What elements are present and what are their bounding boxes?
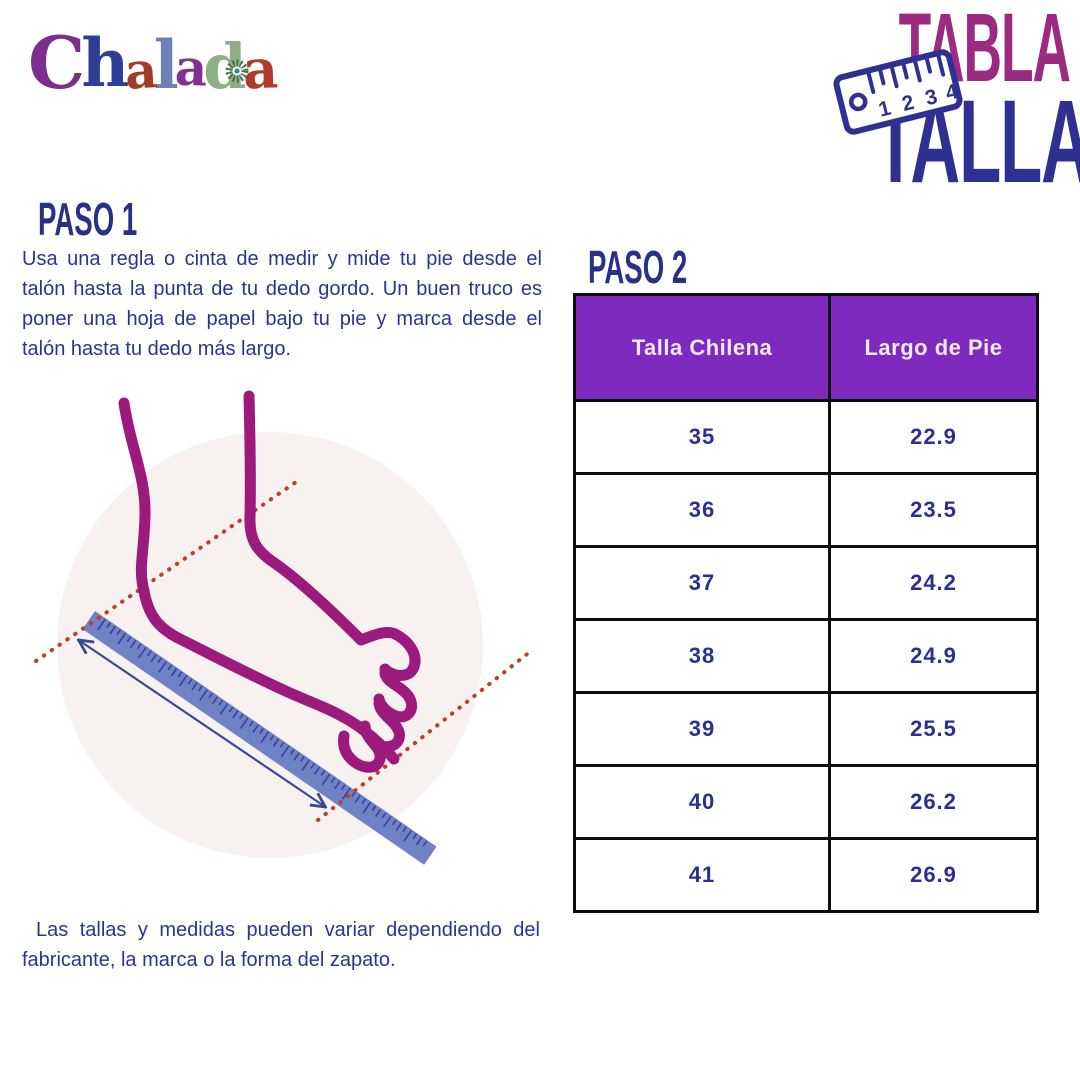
cell-largo-de-pie: 23.5 <box>828 472 1039 548</box>
cell-largo-de-pie: 24.9 <box>828 618 1039 694</box>
cell-largo-de-pie: 24.2 <box>828 545 1039 621</box>
dotted-guide-lines <box>34 480 533 822</box>
foot-outline <box>118 390 421 773</box>
badge-number: 1 <box>876 97 893 122</box>
badge-number: 3 <box>923 85 940 110</box>
cell-largo-de-pie: 22.9 <box>828 399 1039 475</box>
cell-talla-chilena: 37 <box>573 545 831 621</box>
logo-letter: l <box>153 26 179 104</box>
logo-letter: C <box>28 20 85 105</box>
cell-talla-chilena: 36 <box>573 472 831 548</box>
step2-heading: PASO 2 <box>588 241 688 293</box>
logo-letter: a <box>123 40 156 101</box>
table-row: 41 26.9 <box>573 837 1039 913</box>
step1-heading: PASO 1 <box>38 193 138 245</box>
cell-talla-chilena: 35 <box>573 399 831 475</box>
foot-measurement-illustration <box>34 390 533 865</box>
badge-number: 2 <box>900 91 917 116</box>
cell-largo-de-pie: 25.5 <box>828 691 1039 767</box>
measurement-arrow <box>80 641 324 806</box>
step1-instructions: Usa una regla o cinta de medir y mide tu… <box>22 248 542 360</box>
ruler-icon: 1 2 3 4 <box>830 46 966 138</box>
cell-largo-de-pie: 26.9 <box>828 837 1039 913</box>
column-header-talla-chilena: Talla Chilena <box>573 293 831 402</box>
table-row: 39 25.5 <box>573 691 1039 767</box>
table-row: 35 22.9 <box>573 399 1039 475</box>
logo-letter: h <box>81 24 129 102</box>
table-row: 37 24.2 <box>573 545 1039 621</box>
cell-talla-chilena: 38 <box>573 618 831 694</box>
brand-logo: Chalada <box>28 18 308 114</box>
cell-talla-chilena: 39 <box>573 691 831 767</box>
cell-talla-chilena: 41 <box>573 837 831 913</box>
cell-largo-de-pie: 26.2 <box>828 764 1039 840</box>
mandala-flower-icon <box>225 59 249 83</box>
column-header-largo-de-pie: Largo de Pie <box>828 293 1039 402</box>
table-header-row: Talla Chilena Largo de Pie <box>573 293 1039 402</box>
badge-number: 4 <box>943 80 960 105</box>
table-row: 36 23.5 <box>573 472 1039 548</box>
cell-talla-chilena: 40 <box>573 764 831 840</box>
disclaimer-text: Las tallas y medidas pueden variar depen… <box>22 919 540 971</box>
table-row: 38 24.9 <box>573 618 1039 694</box>
table-row: 40 26.2 <box>573 764 1039 840</box>
size-table: Talla Chilena Largo de Pie 35 22.9 36 23.5 3… <box>573 293 1039 913</box>
logo-letter: a <box>173 37 205 98</box>
